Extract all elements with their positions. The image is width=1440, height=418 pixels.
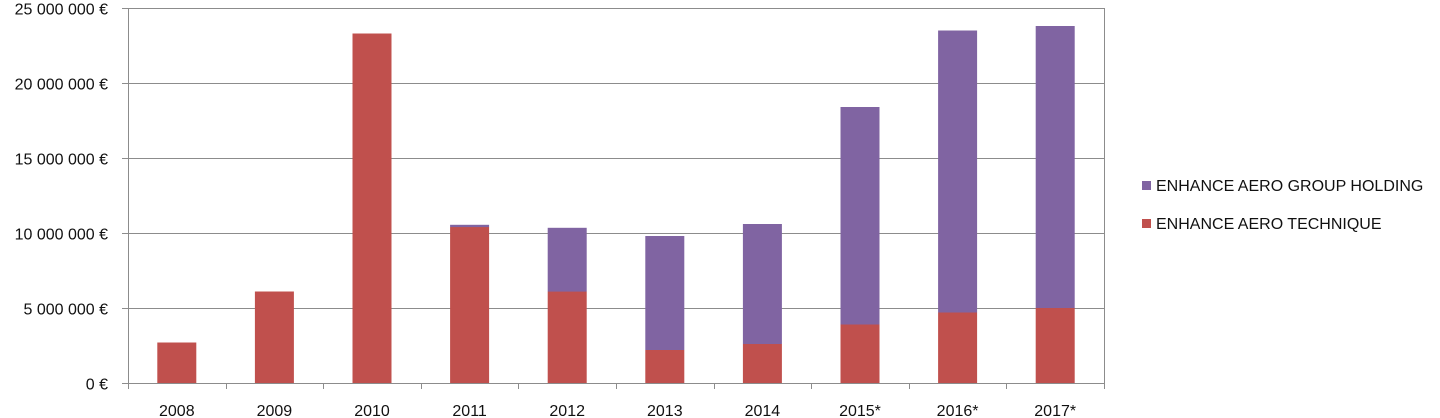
bar-segment-technique	[254, 291, 294, 383]
legend-swatch	[1142, 181, 1151, 190]
bar-segment-group-holding	[1035, 26, 1075, 308]
x-tick-label: 2010	[354, 403, 390, 418]
y-tick-label: 15 000 000 €	[15, 152, 109, 169]
y-tick-label: 25 000 000 €	[15, 2, 109, 19]
bar-segment-technique	[547, 291, 587, 383]
x-tick-labels: 2008 2009 2010 2011 2012 2013 2014 2015* 2016* 20…	[159, 403, 1076, 418]
bar-segment-technique	[645, 350, 685, 383]
bar-segment-group-holding	[742, 224, 782, 344]
bar-segment-group-holding	[450, 224, 490, 228]
bar-segment-technique	[450, 227, 490, 383]
bar-segment-group-holding	[547, 227, 587, 292]
y-tick-label: 20 000 000 €	[15, 77, 109, 94]
axes	[122, 8, 1105, 389]
bar-segment-technique	[1035, 308, 1075, 383]
legend-swatch	[1142, 219, 1151, 228]
legend-label: ENHANCE AERO TECHNIQUE	[1156, 216, 1382, 233]
y-tick-label: 0 €	[86, 377, 108, 394]
x-tick-label: 2009	[257, 403, 293, 418]
x-tick-label: 2012	[549, 403, 585, 418]
legend: ENHANCE AERO GROUP HOLDING ENHANCE AERO T…	[1142, 178, 1423, 233]
bars	[157, 26, 1075, 383]
bar-segment-technique	[352, 33, 392, 383]
legend-label: ENHANCE AERO GROUP HOLDING	[1156, 178, 1423, 195]
x-tick-label: 2017*	[1034, 403, 1076, 418]
bar-segment-group-holding	[938, 30, 978, 313]
x-tick-label: 2008	[159, 403, 195, 418]
bar-segment-group-holding	[645, 236, 685, 350]
x-tick-label: 2015*	[839, 403, 881, 418]
bar-segment-technique	[157, 342, 197, 383]
y-tick-label: 10 000 000 €	[15, 227, 109, 244]
bar-segment-group-holding	[840, 107, 880, 325]
y-tick-label: 5 000 000 €	[23, 302, 108, 319]
bar-segment-technique	[742, 344, 782, 383]
bar-segment-technique	[840, 324, 880, 383]
x-tick-label: 2014	[745, 403, 781, 418]
x-tick-label: 2016*	[937, 403, 979, 418]
y-tick-labels: 0 € 5 000 000 € 10 000 000 € 15 000 000 € 20…	[15, 2, 109, 394]
x-tick-label: 2011	[452, 403, 487, 418]
bar-segment-technique	[938, 312, 978, 383]
x-tick-label: 2013	[647, 403, 683, 418]
